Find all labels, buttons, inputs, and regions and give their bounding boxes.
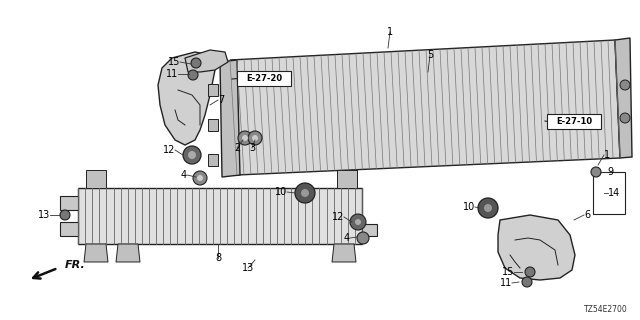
Text: 11: 11 — [166, 69, 178, 79]
Polygon shape — [78, 188, 362, 244]
Text: 7: 7 — [218, 95, 224, 105]
Text: 10: 10 — [463, 202, 475, 212]
Circle shape — [522, 277, 532, 287]
Polygon shape — [185, 50, 228, 72]
Text: 12: 12 — [332, 212, 344, 222]
Text: 13: 13 — [38, 210, 50, 220]
Circle shape — [248, 131, 262, 145]
Text: 2: 2 — [234, 143, 240, 153]
Circle shape — [620, 80, 630, 90]
Text: 3: 3 — [249, 143, 255, 153]
Circle shape — [295, 183, 315, 203]
Text: 1: 1 — [604, 150, 610, 160]
Circle shape — [238, 131, 252, 145]
Circle shape — [484, 204, 492, 212]
Circle shape — [242, 135, 248, 141]
Text: E-27-10: E-27-10 — [556, 117, 592, 126]
Text: 4: 4 — [344, 233, 350, 243]
Circle shape — [355, 219, 361, 225]
Text: 6: 6 — [584, 210, 590, 220]
Circle shape — [525, 267, 535, 277]
Polygon shape — [220, 60, 240, 177]
Text: 9: 9 — [607, 167, 613, 177]
Polygon shape — [362, 224, 377, 236]
Polygon shape — [116, 244, 140, 262]
Text: 14: 14 — [608, 188, 620, 198]
Polygon shape — [208, 84, 218, 96]
Circle shape — [60, 210, 70, 220]
FancyBboxPatch shape — [593, 172, 625, 214]
Polygon shape — [84, 244, 108, 262]
Text: 12: 12 — [163, 145, 175, 155]
Polygon shape — [615, 38, 632, 158]
Circle shape — [357, 232, 369, 244]
Text: E-27-20: E-27-20 — [246, 74, 282, 83]
Circle shape — [183, 146, 201, 164]
Text: 1: 1 — [387, 27, 393, 37]
FancyBboxPatch shape — [237, 71, 291, 86]
Circle shape — [193, 171, 207, 185]
Text: 11: 11 — [500, 278, 512, 288]
Text: 10: 10 — [275, 187, 287, 197]
Circle shape — [188, 151, 196, 159]
FancyBboxPatch shape — [547, 114, 601, 129]
Circle shape — [188, 70, 198, 80]
Circle shape — [197, 175, 203, 181]
Circle shape — [350, 214, 366, 230]
Polygon shape — [60, 196, 78, 210]
Polygon shape — [337, 170, 357, 188]
Text: 15: 15 — [502, 267, 514, 277]
Circle shape — [620, 113, 630, 123]
Polygon shape — [498, 215, 575, 280]
Circle shape — [252, 135, 258, 141]
Circle shape — [591, 167, 601, 177]
Polygon shape — [332, 244, 356, 262]
Text: 13: 13 — [242, 263, 254, 273]
Polygon shape — [230, 40, 620, 175]
Circle shape — [191, 58, 201, 68]
Polygon shape — [208, 119, 218, 131]
Polygon shape — [158, 52, 215, 145]
Text: 8: 8 — [215, 253, 221, 263]
Circle shape — [301, 189, 309, 197]
Text: 5: 5 — [427, 50, 433, 60]
Text: 4: 4 — [181, 170, 187, 180]
Polygon shape — [86, 170, 106, 188]
Circle shape — [478, 198, 498, 218]
Text: FR.: FR. — [65, 260, 86, 270]
Text: TZ54E2700: TZ54E2700 — [584, 305, 628, 314]
Polygon shape — [208, 154, 218, 166]
Polygon shape — [60, 222, 78, 236]
Text: 15: 15 — [168, 57, 180, 67]
